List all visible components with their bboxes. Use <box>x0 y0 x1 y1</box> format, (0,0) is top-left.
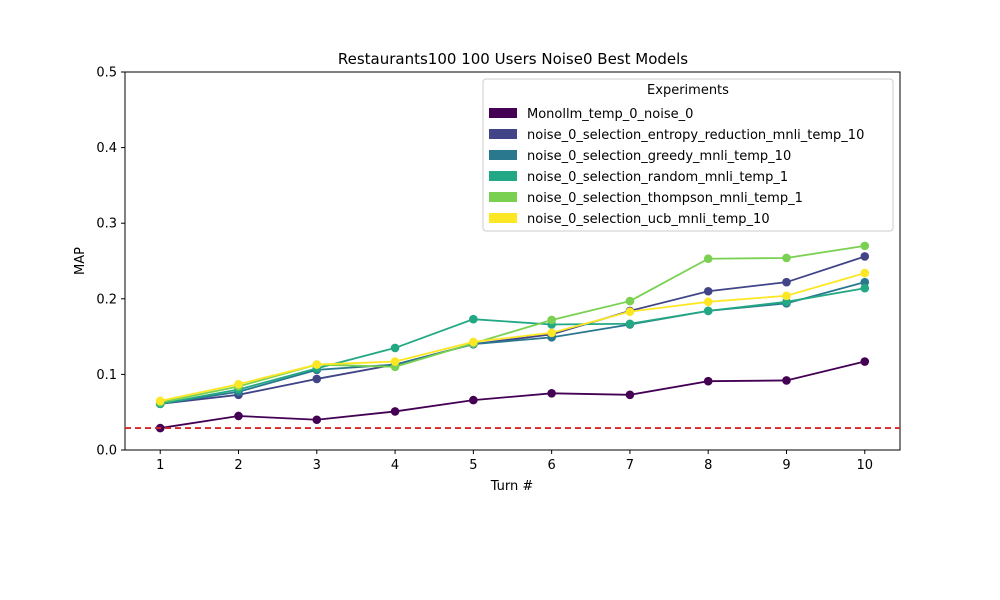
series-4 <box>155 241 870 407</box>
x-tick-label: 3 <box>313 458 321 473</box>
series-5 <box>155 268 870 406</box>
y-tick-label: 0.2 <box>96 292 117 307</box>
legend-swatch <box>489 213 517 223</box>
data-point <box>155 396 165 406</box>
data-point <box>625 319 635 329</box>
x-tick-label: 2 <box>234 458 242 473</box>
data-point <box>390 343 400 353</box>
data-point <box>782 277 791 287</box>
x-tick-label: 10 <box>856 458 873 473</box>
legend-label: Monollm_temp_0_noise_0 <box>527 107 693 122</box>
series-0 <box>155 357 870 433</box>
x-tick-label: 6 <box>548 458 556 473</box>
data-point <box>703 254 713 264</box>
axes-frame <box>124 71 901 451</box>
data-point <box>703 376 713 386</box>
data-point <box>390 407 400 416</box>
data-point <box>469 314 478 324</box>
data-point <box>860 268 870 278</box>
legend-label: noise_0_selection_entropy_reduction_mnli… <box>527 128 864 143</box>
y-axis-label: MAP <box>73 247 88 275</box>
y-tick-label: 0.5 <box>96 66 117 81</box>
legend: Experiments Monollm_temp_0_noise_0 noise_0… <box>482 78 894 232</box>
data-point <box>625 296 635 306</box>
data-point <box>234 379 243 389</box>
y-tick-label: 0.0 <box>96 444 117 459</box>
data-point <box>782 253 791 263</box>
legend-label: noise_0_selection_greedy_mnli_temp_10 <box>527 149 791 164</box>
plot-area: 0.0 0.1 0.2 0.3 0.4 0.5 1 2 3 4 5 6 7 8 9 10 <box>96 66 901 473</box>
data-point <box>860 277 870 287</box>
series-line <box>160 272 866 402</box>
data-point <box>782 291 791 301</box>
data-point <box>703 286 713 296</box>
data-point <box>469 337 478 347</box>
data-point <box>860 283 870 293</box>
chart-title: Restaurants100 100 Users Noise0 Best Mod… <box>338 50 688 68</box>
data-point <box>860 357 870 366</box>
legend-swatch <box>489 171 517 181</box>
legend-label: noise_0_selection_thompson_mnli_temp_1 <box>527 191 803 206</box>
legend-label: noise_0_selection_ucb_mnli_temp_10 <box>527 212 770 227</box>
x-tick-label: 7 <box>626 458 634 473</box>
x-axis-label: Turn # <box>490 479 534 494</box>
data-point <box>625 390 635 400</box>
y-tick-label: 0.4 <box>96 141 117 156</box>
x-tick-label: 4 <box>391 458 399 473</box>
series-line <box>160 287 865 405</box>
data-point <box>703 306 713 316</box>
y-tick-label: 0.3 <box>96 217 117 232</box>
x-tick-label: 9 <box>782 458 790 473</box>
data-point <box>782 297 791 307</box>
legend-swatch <box>489 108 517 118</box>
data-point <box>860 252 870 261</box>
series-line <box>160 244 865 404</box>
data-point <box>703 297 713 307</box>
data-point <box>312 374 322 384</box>
data-point <box>547 389 556 398</box>
data-point <box>312 360 322 369</box>
series-line <box>160 255 866 405</box>
x-tick-label: 8 <box>704 458 712 473</box>
x-tick-label: 5 <box>469 458 477 473</box>
data-point <box>860 241 870 251</box>
legend-label: noise_0_selection_random_mnli_temp_1 <box>527 170 788 185</box>
data-point <box>625 307 635 316</box>
data-point <box>782 376 791 385</box>
data-point <box>469 395 478 405</box>
data-point <box>312 415 322 425</box>
series-line <box>160 281 866 405</box>
series-line <box>160 360 865 429</box>
data-point <box>234 411 243 421</box>
legend-swatch <box>489 129 517 139</box>
data-point <box>547 328 556 338</box>
legend-title: Experiments <box>647 83 729 98</box>
legend-swatch <box>489 192 517 202</box>
legend-swatch <box>489 150 517 160</box>
data-point <box>547 315 556 325</box>
data-point <box>390 357 400 366</box>
legend-box <box>482 78 894 232</box>
x-tick-label: 1 <box>156 458 164 473</box>
y-tick-label: 0.1 <box>96 368 117 383</box>
